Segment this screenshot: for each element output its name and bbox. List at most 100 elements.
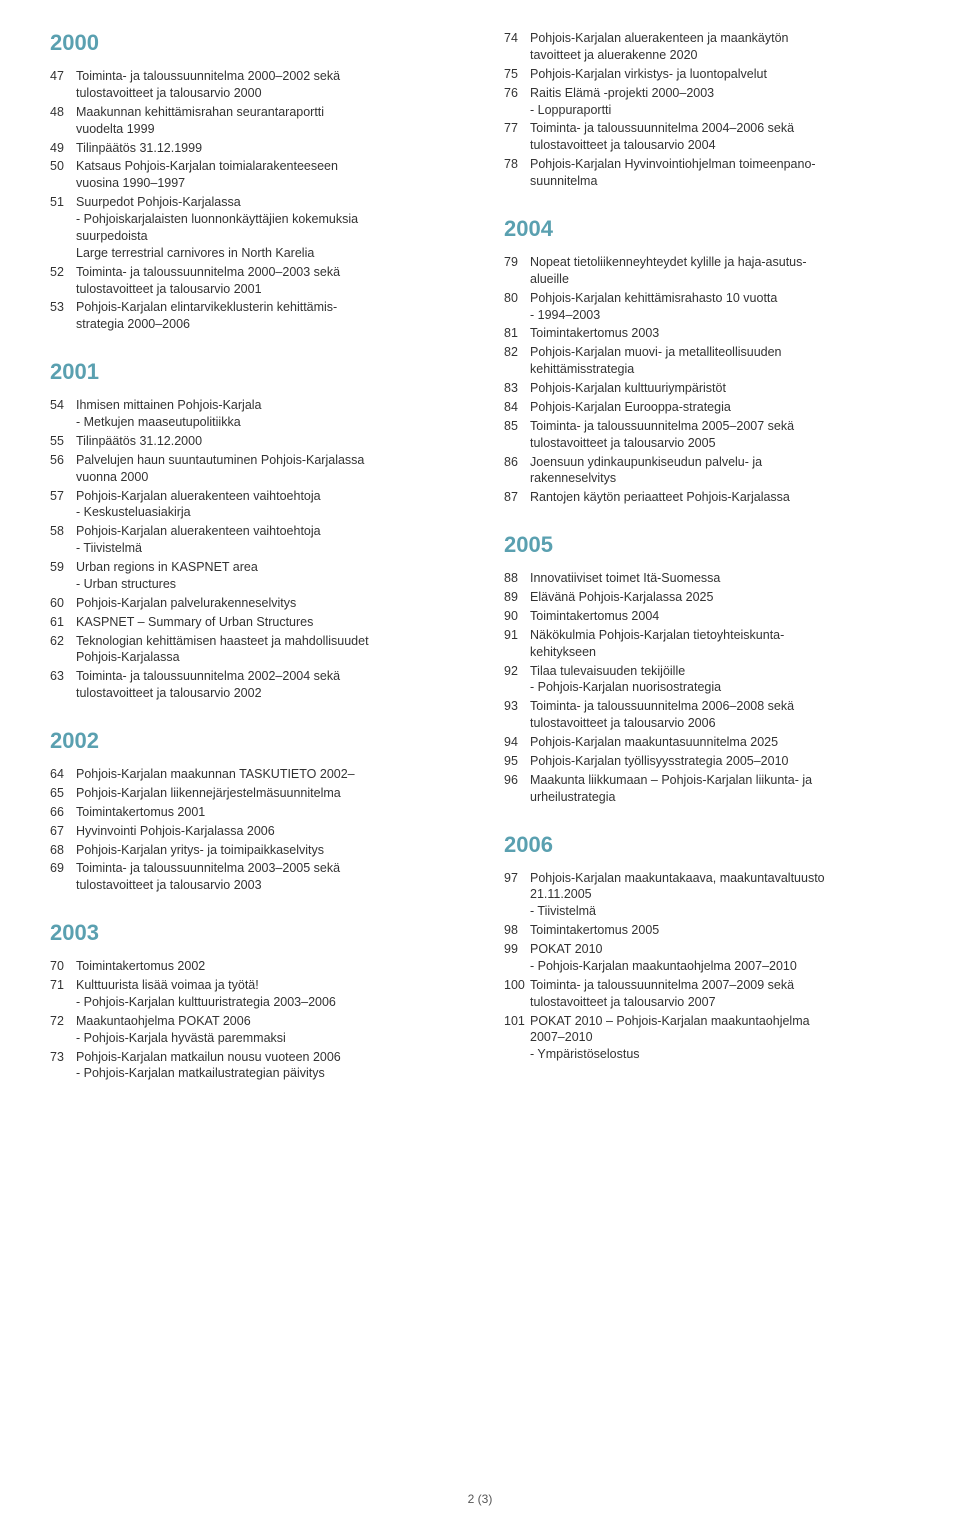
list-item: 53Pohjois-Karjalan elintarvikeklusterin … — [50, 299, 456, 333]
item-text: Toimintakertomus 2004 — [530, 608, 910, 625]
item-number: 61 — [50, 614, 76, 631]
item-line: Pohjois-Karjalan kehittämisrahasto 10 vu… — [530, 290, 910, 307]
entry-list: 88Innovatiiviset toimet Itä-Suomessa 89El… — [504, 570, 910, 805]
item-text: Toiminta- ja taloussuunnitelma 2004–2006… — [530, 120, 910, 154]
item-line: urheilustrategia — [530, 789, 910, 806]
item-line: rakenneselvitys — [530, 470, 910, 487]
list-item: 64Pohjois-Karjalan maakunnan TASKUTIETO … — [50, 766, 456, 783]
item-line: - Pohjoiskarjalaisten luonnonkäyttäjien … — [76, 211, 456, 228]
item-number: 48 — [50, 104, 76, 121]
year-heading: 2003 — [50, 920, 456, 946]
item-text: Hyvinvointi Pohjois-Karjalassa 2006 — [76, 823, 456, 840]
item-text: POKAT 2010 – Pohjois-Karjalan maakuntaoh… — [530, 1013, 910, 1064]
entry-list: 54Ihmisen mittainen Pohjois-Karjala- Met… — [50, 397, 456, 702]
list-item: 89Elävänä Pohjois-Karjalassa 2025 — [504, 589, 910, 606]
list-item: 79Nopeat tietoliikenneyhteydet kylille j… — [504, 254, 910, 288]
item-line: tulostavoitteet ja talousarvio 2002 — [76, 685, 456, 702]
item-text: Pohjois-Karjalan elintarvikeklusterin ke… — [76, 299, 456, 333]
item-line: Nopeat tietoliikenneyhteydet kylille ja … — [530, 254, 910, 271]
item-line: kehitykseen — [530, 644, 910, 661]
item-text: Elävänä Pohjois-Karjalassa 2025 — [530, 589, 910, 606]
list-item: 83Pohjois-Karjalan kulttuuriympäristöt — [504, 380, 910, 397]
item-number: 60 — [50, 595, 76, 612]
item-text: Katsaus Pohjois-Karjalan toimialarakente… — [76, 158, 456, 192]
item-text: Toiminta- ja taloussuunnitelma 2003–2005… — [76, 860, 456, 894]
item-number: 92 — [504, 663, 530, 680]
item-line: Pohjois-Karjalan maakunnan TASKUTIETO 20… — [76, 766, 456, 783]
list-item: 92Tilaa tulevaisuuden tekijöille- Pohjoi… — [504, 663, 910, 697]
item-line: - 1994–2003 — [530, 307, 910, 324]
item-text: Toiminta- ja taloussuunnitelma 2007–2009… — [530, 977, 910, 1011]
list-item: 56Palvelujen haun suuntautuminen Pohjois… — [50, 452, 456, 486]
item-line: Toimintakertomus 2003 — [530, 325, 910, 342]
item-number: 100 — [504, 977, 530, 994]
year-heading: 2000 — [50, 30, 456, 56]
item-line: tulostavoitteet ja talousarvio 2007 — [530, 994, 910, 1011]
item-text: Nopeat tietoliikenneyhteydet kylille ja … — [530, 254, 910, 288]
item-line: kehittämisstrategia — [530, 361, 910, 378]
item-line: Pohjois-Karjalan muovi- ja metalliteolli… — [530, 344, 910, 361]
list-item: 75Pohjois-Karjalan virkistys- ja luontop… — [504, 66, 910, 83]
list-item: 49Tilinpäätös 31.12.1999 — [50, 140, 456, 157]
item-number: 67 — [50, 823, 76, 840]
list-item: 100Toiminta- ja taloussuunnitelma 2007–2… — [504, 977, 910, 1011]
item-line: Maakunta liikkumaan – Pohjois-Karjalan l… — [530, 772, 910, 789]
item-text: Toiminta- ja taloussuunnitelma 2006–2008… — [530, 698, 910, 732]
item-number: 73 — [50, 1049, 76, 1066]
columns: 200047Toiminta- ja taloussuunnitelma 200… — [50, 30, 910, 1084]
list-item: 80Pohjois-Karjalan kehittämisrahasto 10 … — [504, 290, 910, 324]
item-line: Toimintakertomus 2001 — [76, 804, 456, 821]
item-line: - Urban structures — [76, 576, 456, 593]
item-number: 93 — [504, 698, 530, 715]
item-number: 52 — [50, 264, 76, 281]
item-line: Toiminta- ja taloussuunnitelma 2006–2008… — [530, 698, 910, 715]
item-number: 55 — [50, 433, 76, 450]
item-number: 66 — [50, 804, 76, 821]
list-item: 94Pohjois-Karjalan maakuntasuunnitelma 2… — [504, 734, 910, 751]
item-text: POKAT 2010- Pohjois-Karjalan maakuntaohj… — [530, 941, 910, 975]
item-text: Pohjois-Karjalan maakunnan TASKUTIETO 20… — [76, 766, 456, 783]
item-line: Maakunnan kehittämisrahan seurantaraport… — [76, 104, 456, 121]
item-number: 95 — [504, 753, 530, 770]
item-line: Toiminta- ja taloussuunnitelma 2000–2003… — [76, 264, 456, 281]
item-number: 72 — [50, 1013, 76, 1030]
item-line: - Pohjois-Karjala hyvästä paremmaksi — [76, 1030, 456, 1047]
item-line: Joensuun ydinkaupunkiseudun palvelu- ja — [530, 454, 910, 471]
list-item: 84Pohjois-Karjalan Eurooppa-strategia — [504, 399, 910, 416]
list-item: 57Pohjois-Karjalan aluerakenteen vaihtoe… — [50, 488, 456, 522]
list-item: 96Maakunta liikkumaan – Pohjois-Karjalan… — [504, 772, 910, 806]
item-line: Toiminta- ja taloussuunnitelma 2000–2002… — [76, 68, 456, 85]
item-number: 68 — [50, 842, 76, 859]
item-number: 76 — [504, 85, 530, 102]
item-text: Urban regions in KASPNET area- Urban str… — [76, 559, 456, 593]
list-item: 95Pohjois-Karjalan työllisyysstrategia 2… — [504, 753, 910, 770]
item-line: - Loppuraportti — [530, 102, 910, 119]
item-text: Pohjois-Karjalan aluerakenteen vaihtoeht… — [76, 523, 456, 557]
item-text: Toimintakertomus 2001 — [76, 804, 456, 821]
item-text: Pohjois-Karjalan Hyvinvointiohjelman toi… — [530, 156, 910, 190]
item-line: vuosina 1990–1997 — [76, 175, 456, 192]
list-item: 52Toiminta- ja taloussuunnitelma 2000–20… — [50, 264, 456, 298]
item-number: 56 — [50, 452, 76, 469]
list-item: 68Pohjois-Karjalan yritys- ja toimipaikk… — [50, 842, 456, 859]
entry-list: 70Toimintakertomus 200271Kulttuurista li… — [50, 958, 456, 1082]
item-number: 75 — [504, 66, 530, 83]
list-item: 88Innovatiiviset toimet Itä-Suomessa — [504, 570, 910, 587]
item-text: Toiminta- ja taloussuunnitelma 2000–2003… — [76, 264, 456, 298]
item-number: 94 — [504, 734, 530, 751]
list-item: 98Toimintakertomus 2005 — [504, 922, 910, 939]
list-item: 54Ihmisen mittainen Pohjois-Karjala- Met… — [50, 397, 456, 431]
list-item: 71Kulttuurista lisää voimaa ja työtä!- P… — [50, 977, 456, 1011]
item-text: Innovatiiviset toimet Itä-Suomessa — [530, 570, 910, 587]
list-item: 91Näkökulmia Pohjois-Karjalan tietoyhtei… — [504, 627, 910, 661]
item-line: strategia 2000–2006 — [76, 316, 456, 333]
item-number: 71 — [50, 977, 76, 994]
item-number: 62 — [50, 633, 76, 650]
item-line: Toiminta- ja taloussuunnitelma 2004–2006… — [530, 120, 910, 137]
year-heading: 2002 — [50, 728, 456, 754]
item-line: Ihmisen mittainen Pohjois-Karjala — [76, 397, 456, 414]
item-line: Tilinpäätös 31.12.2000 — [76, 433, 456, 450]
item-line: - Pohjois-Karjalan matkailustrategian pä… — [76, 1065, 456, 1082]
entry-list: 79Nopeat tietoliikenneyhteydet kylille j… — [504, 254, 910, 506]
list-item: 50Katsaus Pohjois-Karjalan toimialaraken… — [50, 158, 456, 192]
